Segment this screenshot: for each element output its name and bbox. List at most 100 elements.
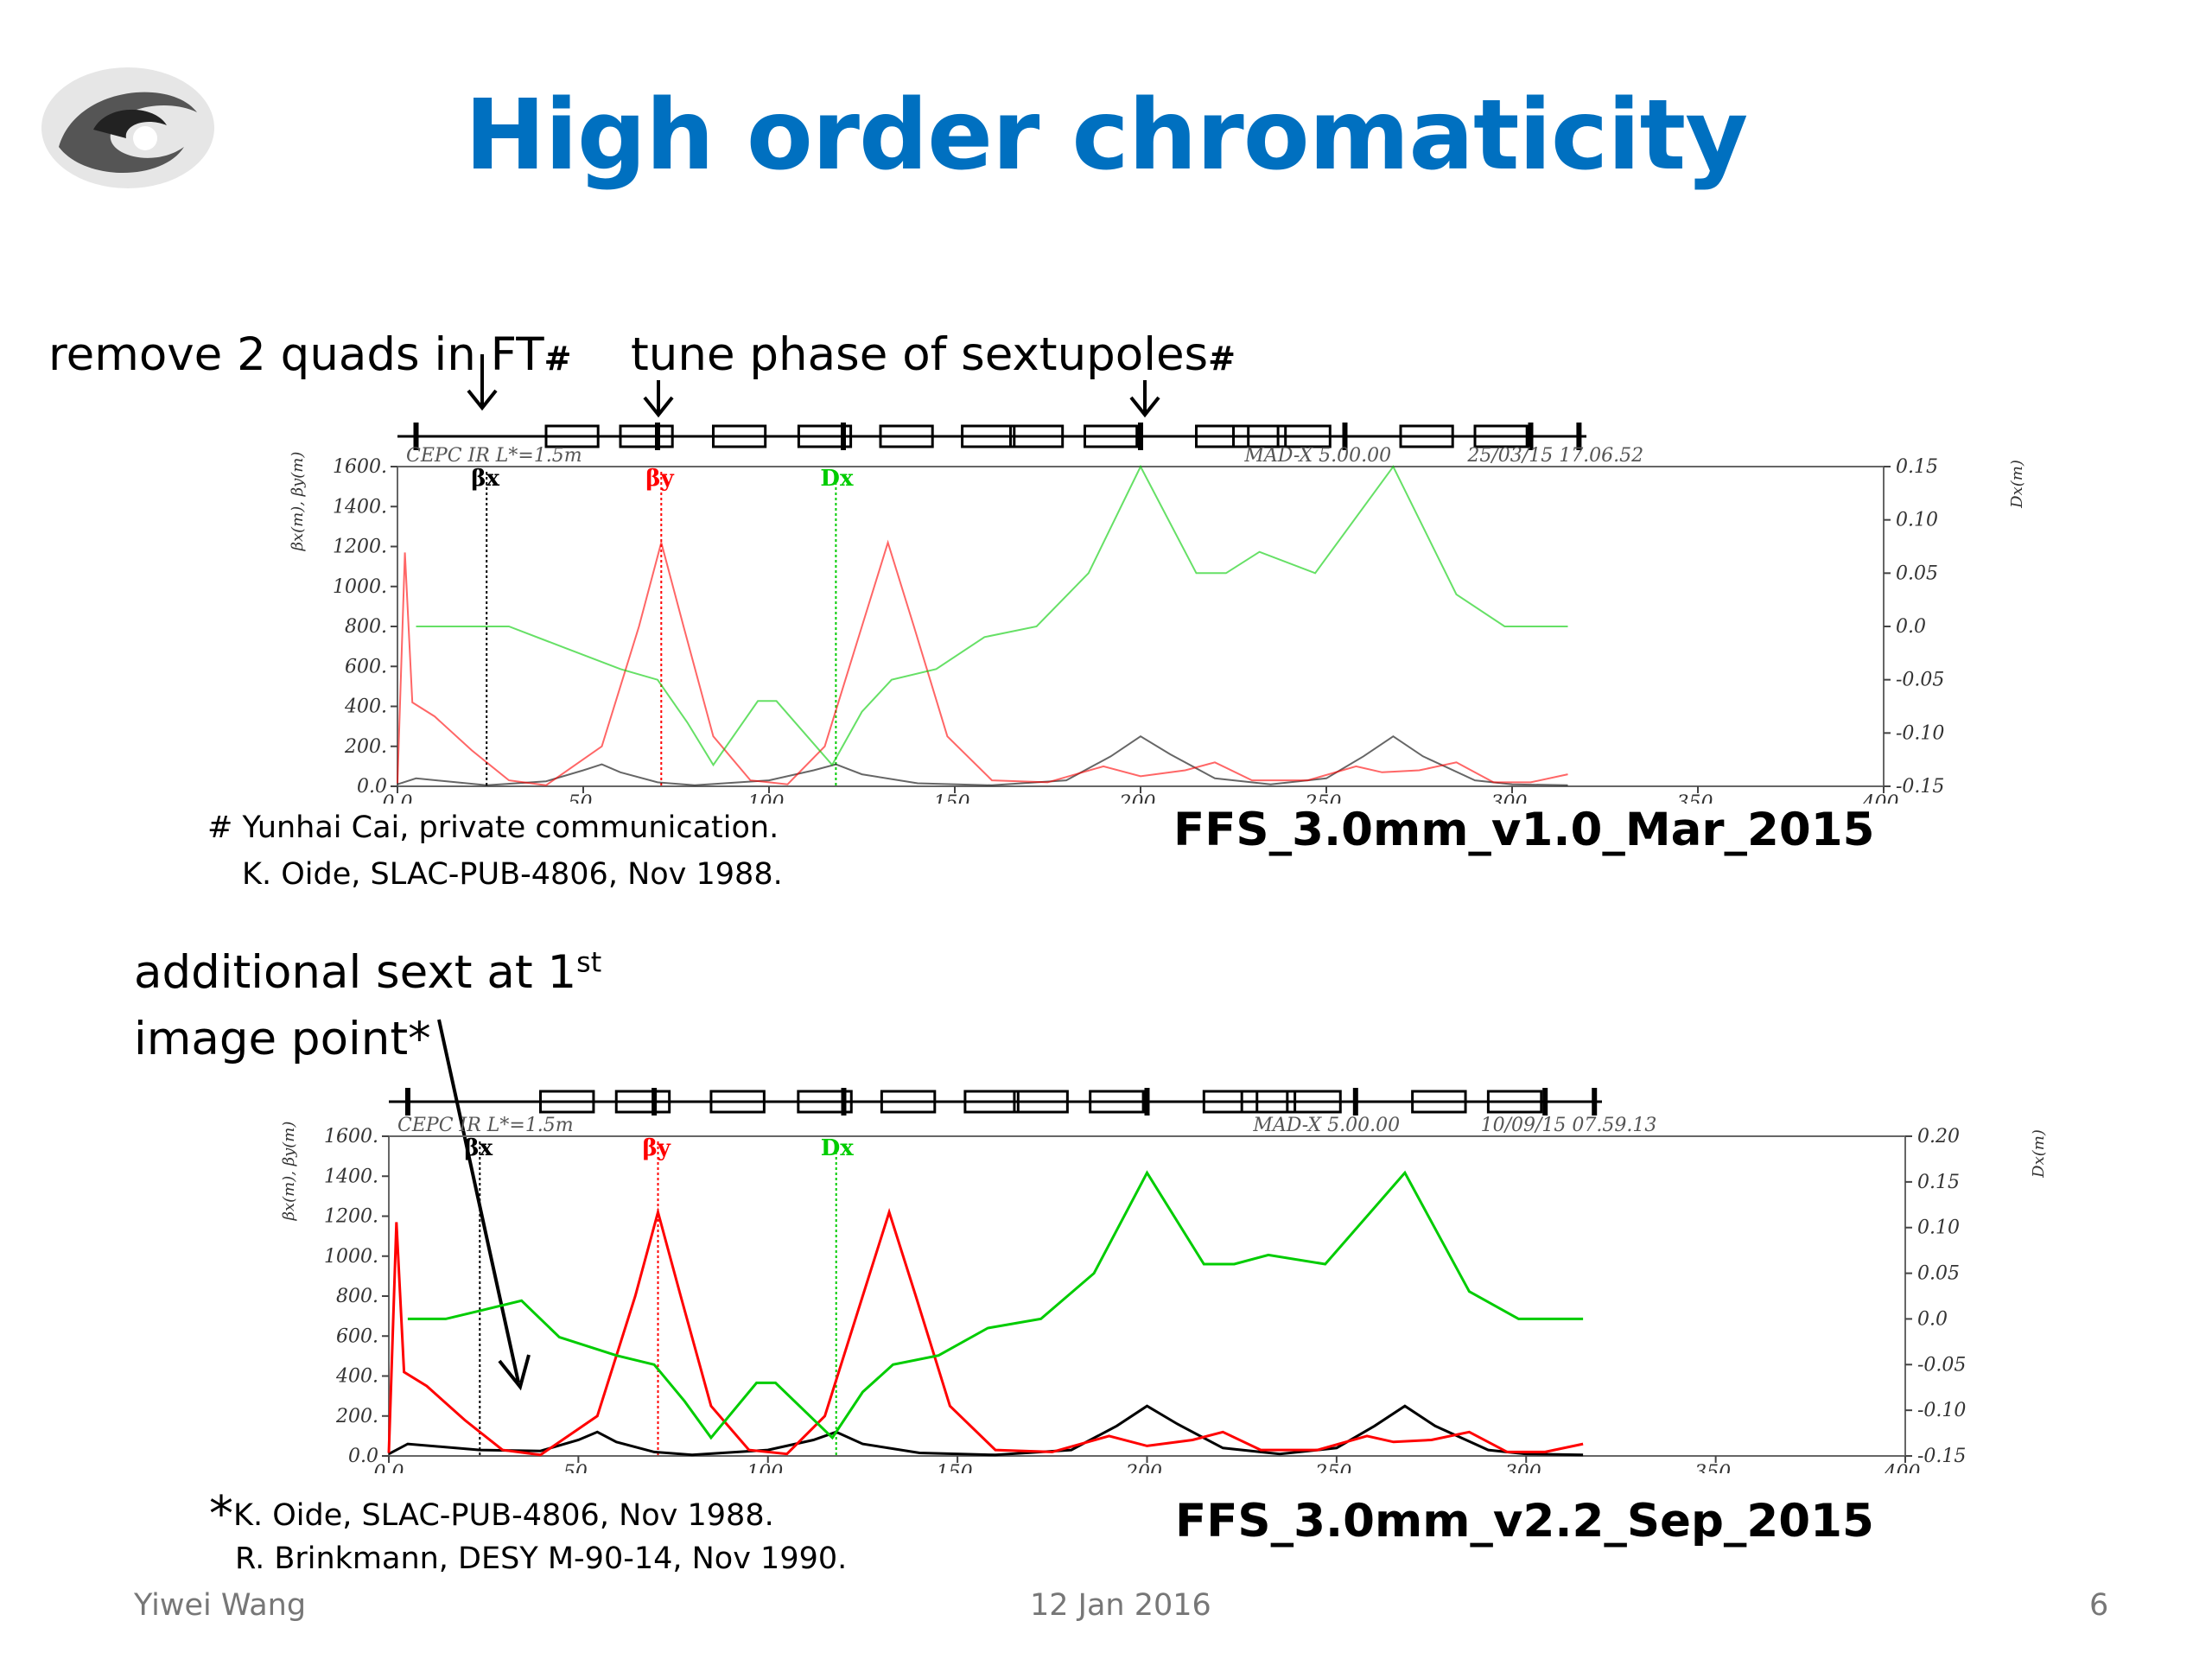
beamline-quad xyxy=(1411,1090,1467,1114)
remove-quads-note: remove 2 quads in FT# xyxy=(48,328,572,381)
y2-axis-label: Dx(m) xyxy=(2030,1129,2048,1179)
series-line-dispersion xyxy=(416,464,1568,767)
series-line-beta-y xyxy=(387,1207,1584,1457)
y2-tick-label: 0.15 xyxy=(1917,1172,1960,1193)
x-tick-label: 350. xyxy=(1677,792,1719,804)
plot-timestamp: 10/09/15 07.59.13 xyxy=(1481,1115,1657,1136)
reference-cai: # Yunhai Cai, private communication. xyxy=(207,810,779,845)
beamline-quad xyxy=(1202,1090,1259,1114)
y-tick-label: 600. xyxy=(336,1325,378,1347)
beamline-quad xyxy=(1473,424,1529,448)
y2-tick-label: -0.10 xyxy=(1896,722,1944,744)
plot-title: CEPC IR L*=1.5m xyxy=(406,445,582,467)
plot-title: CEPC IR L*=1.5m xyxy=(397,1115,574,1136)
y-tick-label: 1200. xyxy=(333,537,387,558)
beamline-quad xyxy=(712,424,767,448)
footer-author: Yiwei Wang xyxy=(134,1588,307,1623)
x-tick-label: 250. xyxy=(1305,792,1348,804)
y2-tick-label: 0.10 xyxy=(1896,510,1938,531)
series-line-beta-x xyxy=(388,1404,1584,1457)
beamline-quad xyxy=(963,1090,1020,1114)
arrow-remove-quads xyxy=(467,354,498,411)
x-tick-label: 200. xyxy=(1119,792,1162,804)
beamline-quad xyxy=(1089,1090,1145,1114)
x-tick-label: 200. xyxy=(1125,1462,1168,1473)
tune-phase-note: tune phase of sextupoles# xyxy=(631,328,1236,381)
chart-ffs-v2: CEPC IR L*=1.5m MAD-X 5.00.00 10/09/15 07.… xyxy=(280,1088,2048,1473)
file-label-bottom: FFS_3.0mm_v2.2_Sep_2015 xyxy=(1175,1495,1874,1548)
y-tick-label: 600. xyxy=(345,656,387,677)
x-tick-label: 0.0 xyxy=(374,1462,404,1473)
image-point-note: image point* xyxy=(134,1013,431,1065)
y2-tick-label: 0.15 xyxy=(1896,456,1938,478)
y2-tick-label: -0.10 xyxy=(1917,1400,1966,1421)
beamline-quad xyxy=(797,424,853,448)
reference-oide-top: K. Oide, SLAC-PUB-4806, Nov 1988. xyxy=(242,857,783,892)
y-tick-label: 1400. xyxy=(324,1166,378,1187)
beamline-quad xyxy=(1276,424,1332,448)
x-tick-label: 400. xyxy=(1884,1462,1927,1473)
beamline-layout xyxy=(397,423,1586,450)
x-tick-label: 50. xyxy=(569,792,599,804)
beamline-quad xyxy=(1486,1090,1543,1114)
y-tick-label: 1600. xyxy=(324,1126,378,1147)
arrow-tune-phase-1 xyxy=(643,380,674,418)
x-tick-label: 300. xyxy=(1505,1462,1548,1473)
beamline-quad xyxy=(1084,424,1139,448)
additional-sext-note: additional sext at 1st xyxy=(134,946,602,999)
plot-frame xyxy=(397,466,1885,787)
y-tick-label: 400. xyxy=(344,696,387,718)
beamline-quad xyxy=(880,1090,937,1114)
x-tick-label: 250. xyxy=(1314,1462,1357,1473)
x-tick-label: 400. xyxy=(1862,792,1905,804)
plot-program: MAD-X 5.00.00 xyxy=(1252,1115,1400,1136)
beamline-quad xyxy=(614,1090,671,1114)
y2-tick-label: -0.15 xyxy=(1896,776,1944,798)
y-tick-label: 0.0 xyxy=(348,1446,378,1467)
beamline-layout xyxy=(389,1088,1602,1116)
y-tick-label: 1400. xyxy=(333,496,387,518)
legend-dispersion: Dx xyxy=(820,466,854,492)
beamline-quad xyxy=(619,424,674,448)
y2-tick-label: 0.05 xyxy=(1917,1263,1960,1285)
beamline-quad xyxy=(797,1090,853,1114)
legend-beta-y: βy xyxy=(643,1135,671,1161)
y2-axis-label: Dx(m) xyxy=(2008,460,2026,509)
beamline-quad xyxy=(709,1090,766,1114)
beamline-quad xyxy=(1195,424,1250,448)
y-axis-label: βx(m), βy(m) xyxy=(289,452,307,552)
y-axis-label: βx(m), βy(m) xyxy=(280,1122,298,1222)
y2-tick-label: 0.10 xyxy=(1917,1217,1960,1239)
x-tick-label: 0.0 xyxy=(383,792,413,804)
beamline-quad xyxy=(1286,1090,1342,1114)
y-tick-label: 400. xyxy=(335,1366,378,1388)
y2-tick-label: 0.05 xyxy=(1896,563,1938,584)
plot-timestamp: 25/03/15 17.06.52 xyxy=(1466,445,1643,467)
beamline-quad xyxy=(544,424,600,448)
x-tick-label: 100. xyxy=(747,1462,789,1473)
y-tick-label: 800. xyxy=(345,616,387,638)
beamline-quad xyxy=(1013,1090,1069,1114)
x-tick-label: 100. xyxy=(748,792,791,804)
y-tick-label: 1000. xyxy=(333,576,387,598)
y-tick-label: 800. xyxy=(336,1286,378,1307)
y2-tick-label: -0.15 xyxy=(1917,1446,1966,1467)
plot-frame xyxy=(388,1135,1906,1457)
x-tick-label: 50. xyxy=(563,1462,594,1473)
beamline-quad xyxy=(879,424,934,448)
arrow-additional-sext xyxy=(437,1019,531,1391)
file-label-top: FFS_3.0mm_v1.0_Mar_2015 xyxy=(1173,804,1875,856)
legend-beta-y: βy xyxy=(645,466,674,492)
series-line-dispersion xyxy=(407,1170,1584,1440)
y2-tick-label: -0.05 xyxy=(1896,670,1944,691)
y-tick-label: 200. xyxy=(344,736,387,758)
x-tick-label: 150. xyxy=(937,1462,979,1473)
y2-tick-label: 0.20 xyxy=(1917,1126,1960,1147)
y-tick-label: 1200. xyxy=(324,1206,378,1228)
institute-logo xyxy=(41,67,214,188)
beamline-quad xyxy=(961,424,1016,448)
beamline-quad xyxy=(1232,424,1287,448)
y2-tick-label: 0.0 xyxy=(1917,1308,1948,1330)
reference-oide-bottom: *K. Oide, SLAC-PUB-4806, Nov 1988. xyxy=(209,1486,774,1542)
